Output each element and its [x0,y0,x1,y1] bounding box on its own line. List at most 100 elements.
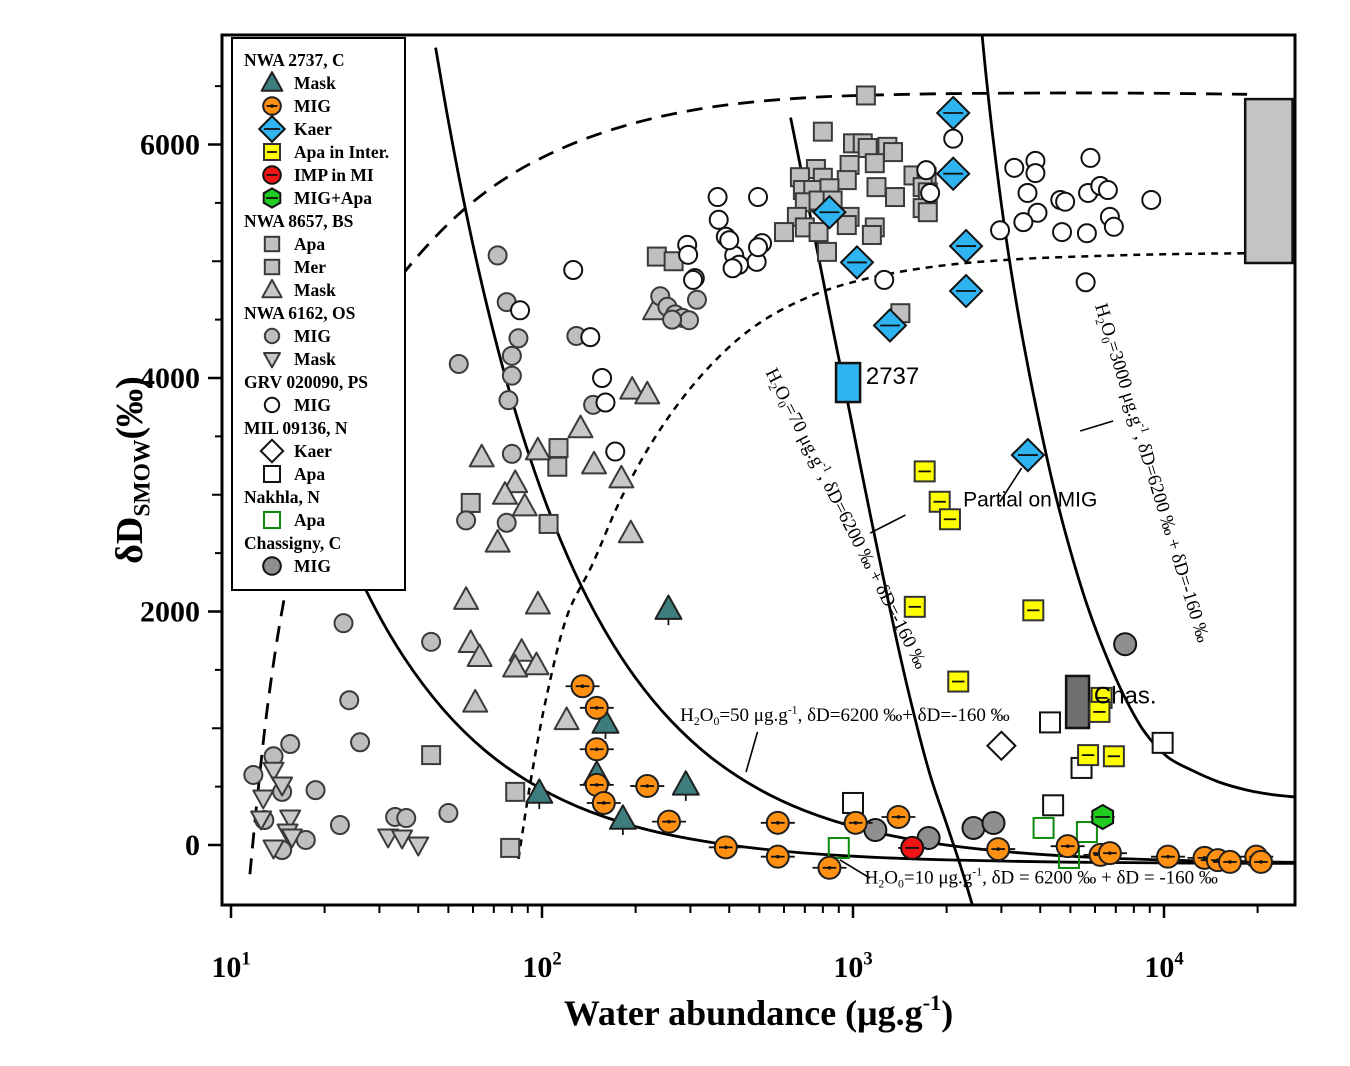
marker-nwa8657-mask [466,643,493,668]
legend-group-title: NWA 8657, BS [244,211,353,231]
marker-nwa2737-imp [898,835,927,860]
legend-item-label: Mask [294,280,336,300]
marker-grv020090-mig [708,209,729,230]
marker-grv020090-mig [920,182,941,203]
marker-nwa8657-mask [567,414,594,439]
reference-boxes [834,97,1294,730]
series-grv020090-mig [510,128,1162,462]
series-nwa2737-mig [565,674,1278,880]
marker-nwa6162-mask [391,829,414,850]
marker-nwa6162-mask [262,839,285,860]
legend-symbol-tri-teal [260,71,284,92]
marker-nwa8657-mask [553,706,580,731]
series-nwa2737-kaer [812,95,1046,473]
marker-chassigny-mig [1113,632,1138,657]
legend-symbol-dia-cyan [257,114,287,144]
marker-grv020090-mig [1075,272,1096,293]
legend-group-title: Chassigny, C [244,533,341,553]
marker-nwa6162-mig [501,443,522,464]
marker-nwa6162-mig [508,328,529,349]
marker-nwa8657-apa [861,224,882,245]
legend-item-label: MIG+Apa [294,188,372,208]
legend-symbol-circ-orange [262,96,282,116]
marker-nwa6162-mask [262,761,285,782]
legend-item-label: MIG [294,556,331,576]
marker-nwa2737-mig [565,674,600,699]
marker-nwa8657-apa [883,142,904,163]
marker-nwa8657-mask [491,481,518,505]
legend-symbol-sq-gray [263,235,281,253]
legend-symbol-dia-open [259,438,285,464]
marker-nwa2737-kaer [872,308,908,343]
marker-nwa8657-mask [457,629,484,654]
marker-grv020090-mig [1076,223,1097,244]
marker-nakhla-apa [1032,816,1055,839]
marker-nwa6162-mig [421,631,442,652]
marker-nwa2737-mig [812,855,847,880]
marker-grv020090-mig [592,368,613,388]
marker-nwa8657-apa [774,222,795,243]
leader-line [869,514,906,534]
legend-item-label: MIG [294,326,331,346]
marker-nwa8657-mask [468,443,495,468]
marker-nwa6162-mig [438,803,459,824]
marker-nwa8657-mask [511,492,538,517]
marker-nwa2737-mask [525,778,554,810]
marker-nwa2737-mask [654,594,683,626]
y-tick-label: 0 [185,829,200,862]
y-axis-title: δDSMOW(‰) [109,376,156,564]
legend-item-label: Mask [294,73,336,93]
marker-nwa2737-kaer [1010,437,1046,473]
box-reservoir [1243,97,1294,265]
marker-nwa2737-mask [591,708,620,739]
marker-nwa2737-mig [579,695,614,720]
marker-grv020090-mig [1097,180,1118,201]
marker-nwa2737-mig [838,810,873,835]
marker-nwa8657-mask [524,436,551,461]
marker-nwa6162-mig [329,815,350,836]
marker-mil09136-apa [1042,794,1065,817]
box-2737-bulk [834,361,862,404]
marker-nwa8657-apa [917,202,938,223]
marker-nwa2737-apa-inter [1088,700,1111,723]
marker-nwa8657-apa [836,215,857,236]
x-tick-label: 103 [833,948,872,984]
marker-nwa2737-mig [760,844,795,869]
x-tick-label: 102 [522,948,561,984]
curve-mix-h2o-3000 [980,35,1295,799]
marker-grv020090-mig [916,160,937,181]
marker-nwa2737-apa-inter [947,670,970,693]
marker-nwa2737-mig [1150,844,1185,869]
marker-chassigny-mig [981,811,1006,836]
marker-nwa2737-mig [579,737,614,762]
marker-nwa8657-mask [484,529,511,553]
marker-nwa8657-mask [617,519,644,544]
legend-symbol-sq-yellow [263,143,281,161]
curve-mid-envelope [517,251,1288,860]
marker-nwa8657-apa [808,222,829,243]
annotation-eq-h2o-50: H2O0=50 μg.g-1, δD=6200 ‰+ δD=-160 ‰ [680,703,1010,728]
marker-nwa2737-mig [1243,849,1278,874]
marker-nwa6162-mig [280,734,301,755]
marker-nwa8657-mer [460,492,481,513]
marker-grv020090-mig [1025,163,1046,184]
x-tick-label: 104 [1144,948,1183,984]
series-mil09136-kaer [985,730,1017,762]
marker-nwa2737-mig [760,810,795,835]
legend-symbol-sq-green-open [263,511,281,529]
legend-symbol-tri-gray [261,278,283,299]
marker-nwa2737-apa-inter [913,460,936,483]
marker-nwa6162-mig [456,510,477,531]
x-tick-label: 101 [211,948,250,984]
legend-item-label: Mask [294,349,336,369]
legend-symbol-sq-gray [263,258,281,276]
marker-nwa8657-mer [548,438,569,459]
marker-grv020090-mig [1027,202,1048,223]
marker-grv020090-mig [748,187,769,208]
marker-nwa2737-mig [1212,849,1247,874]
marker-nwa8657-mask [619,376,646,400]
marker-grv020090-mig [707,187,728,208]
marker-mil09136-apa [842,791,864,814]
